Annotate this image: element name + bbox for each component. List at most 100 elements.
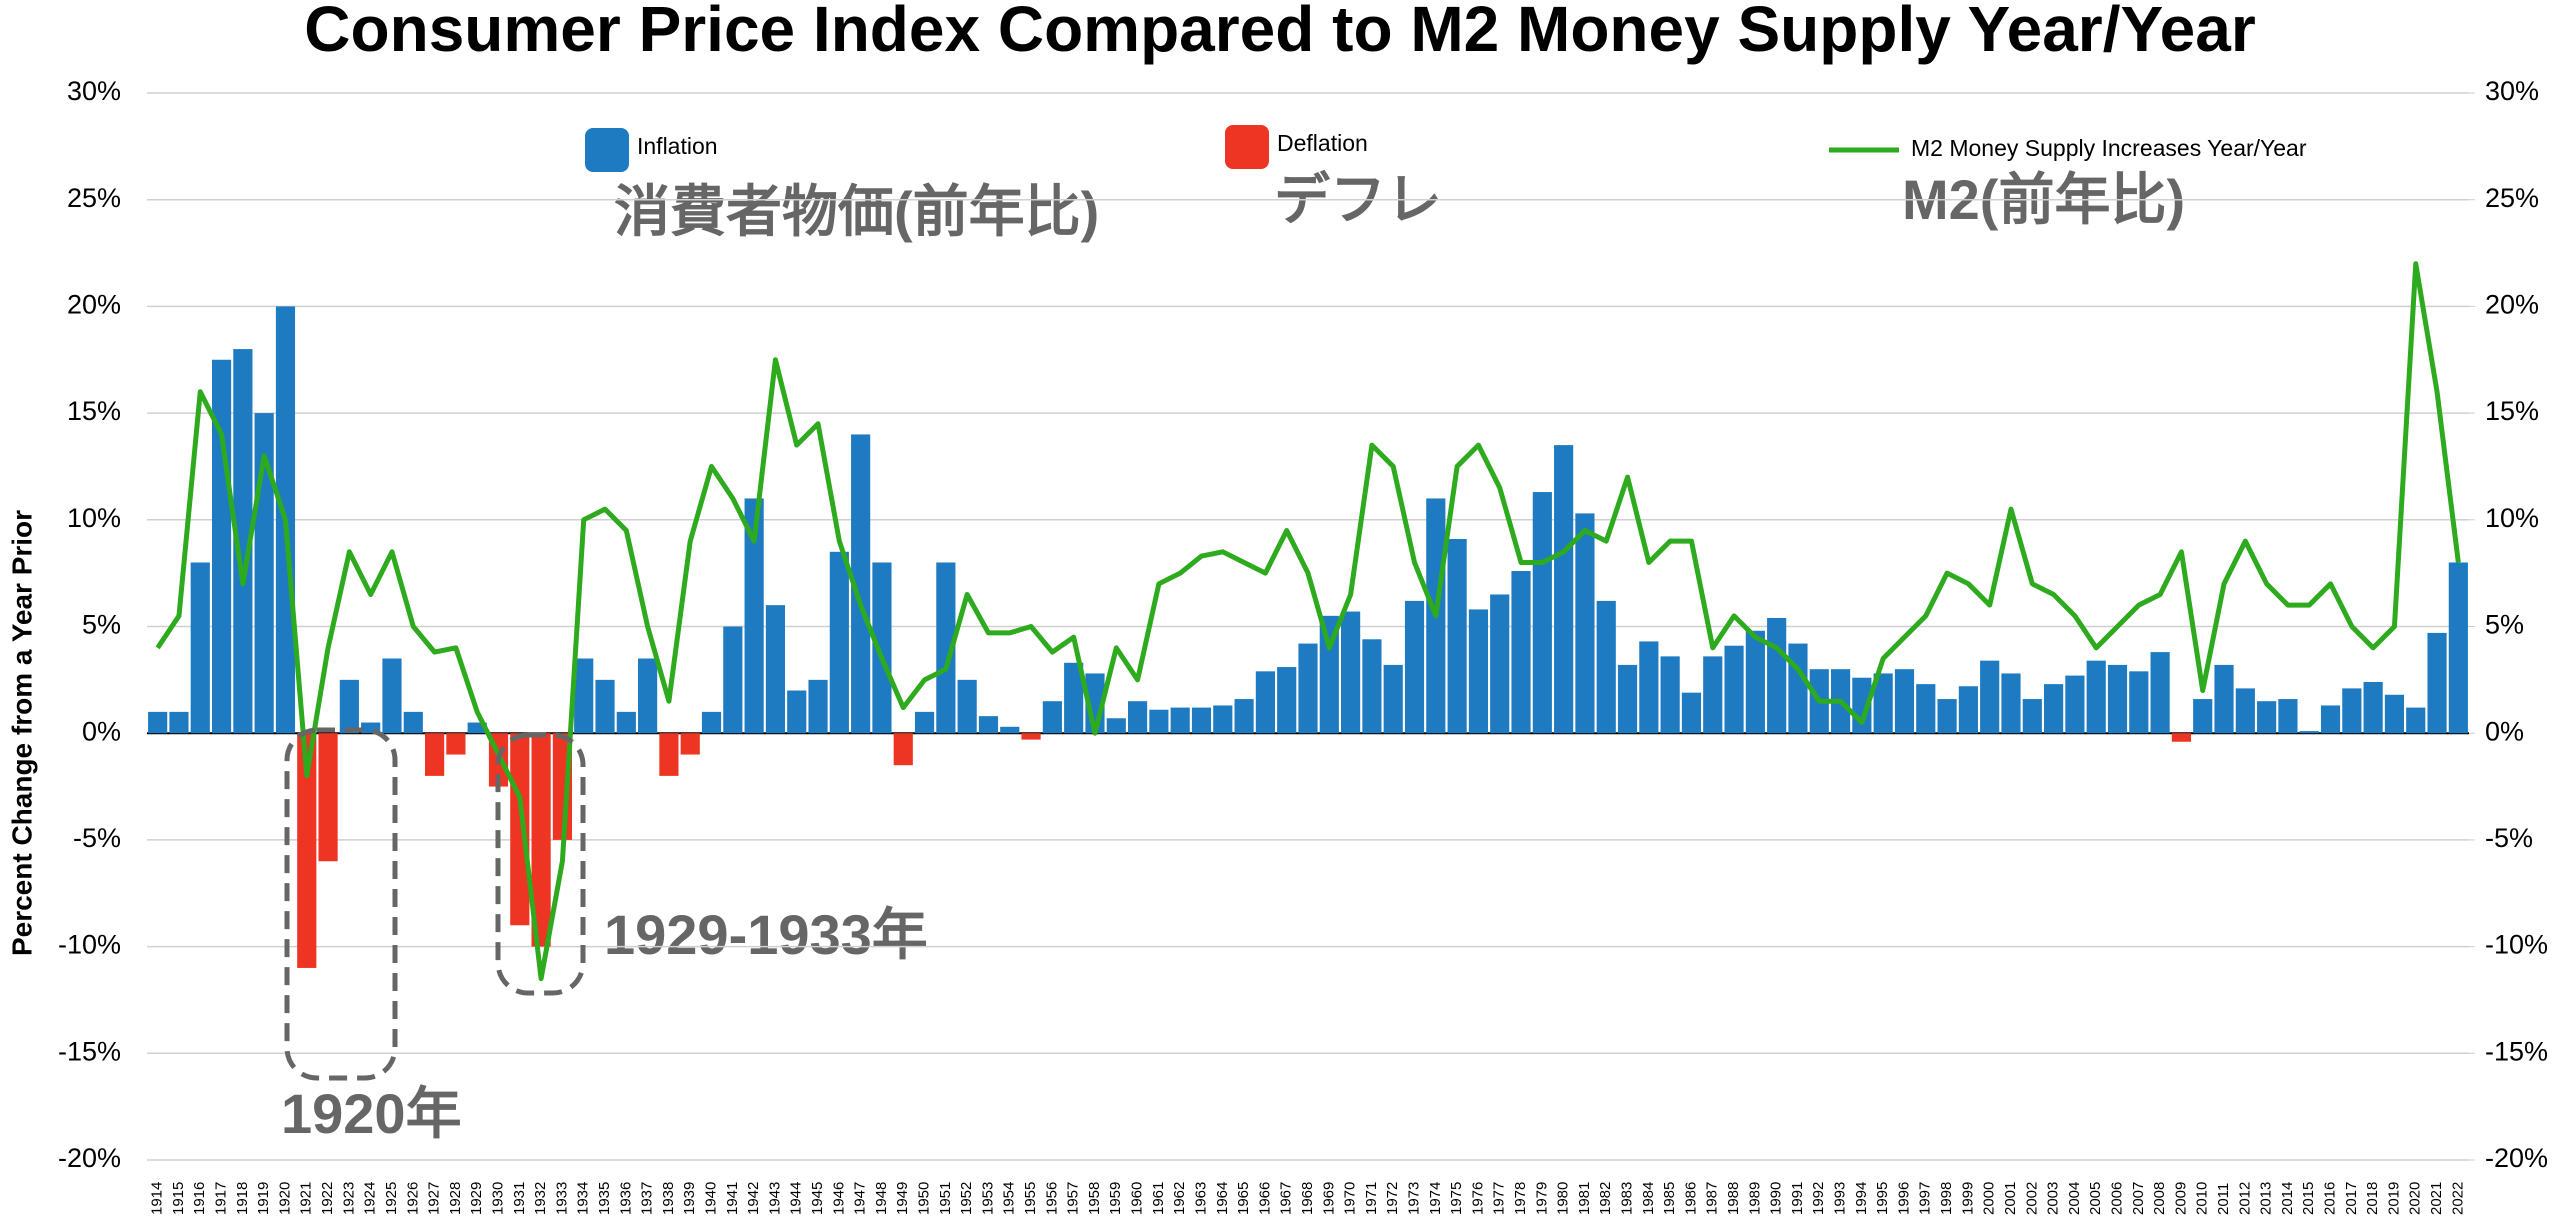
y-tick-label: -15% [58,1036,121,1066]
bar [2150,652,2170,734]
x-tick-label: 2009 [2172,1182,2189,1215]
x-tick-label: 1944 [788,1182,805,1215]
legend-label: Inflation [637,133,718,159]
bar [190,562,210,734]
x-tick-label: 1935 [596,1182,613,1215]
bar [2129,671,2149,734]
bar [1383,664,1403,734]
x-tick-label: 1920 [276,1182,293,1215]
bar [1681,692,1702,734]
y-tick-label: 15% [67,396,121,426]
bar [978,716,999,734]
bar [2299,731,2319,734]
bar [1064,662,1084,734]
bar [595,679,615,734]
bar [638,658,658,734]
legend-swatch [1225,125,1269,169]
bar [1788,643,1808,734]
x-tick-label: 1974 [1427,1182,1444,1215]
x-tick-label: 1914 [149,1182,166,1215]
y-tick-label: -20% [58,1143,121,1173]
x-tick-label: 1915 [170,1182,187,1215]
bar [1554,445,1574,734]
x-tick-label: 1953 [979,1182,996,1215]
x-tick-label: 1951 [937,1182,954,1215]
bar [297,733,317,968]
x-tick-label: 1960 [1129,1182,1146,1215]
x-tick-label: 1963 [1192,1182,1209,1215]
x-tick-label: 1924 [362,1182,379,1215]
bar [2384,694,2405,734]
x-tick-label: 1972 [1384,1182,1401,1215]
bar [2278,699,2298,734]
bar [1000,726,1020,734]
x-tick-label: 1996 [1895,1182,1912,1215]
bar [914,711,935,734]
x-tick-label: 2014 [2279,1182,2296,1215]
x-tick-label: 1990 [1768,1182,1785,1215]
x-tick-label: 1945 [809,1182,826,1215]
bar [2107,664,2128,734]
bar [2022,699,2042,734]
x-tick-label: 1985 [1661,1182,1678,1215]
bar [1149,709,1169,734]
x-tick-label: 1982 [1597,1182,1614,1215]
x-tick-label: 1958 [1086,1182,1103,1215]
x-tick-label: 1984 [1640,1182,1657,1215]
bar [1894,669,1915,734]
bar [1916,684,1936,734]
bar [1724,645,1744,734]
bar [1042,701,1062,734]
bar [936,562,956,734]
bar [425,733,445,776]
y-tick-label: -10% [58,930,121,960]
x-tick-label: 1939 [681,1182,698,1215]
y2-tick-label: 25% [2485,183,2539,213]
x-tick-label: 1997 [1917,1182,1934,1215]
x-tick-label: 2000 [1981,1182,1998,1215]
x-tick-label: 1926 [404,1182,421,1215]
y2-tick-label: 10% [2485,503,2539,533]
bar [1106,718,1126,734]
x-tick-label: 1992 [1810,1182,1827,1215]
x-tick-label: 1919 [255,1182,272,1215]
bar [723,626,743,734]
bar [1213,705,1233,734]
bar [1362,639,1382,734]
y2-tick-label: 15% [2485,396,2539,426]
bar [680,733,700,755]
bar [1170,707,1190,734]
x-tick-label: 1988 [1725,1182,1742,1215]
x-tick-label: 1934 [575,1182,592,1215]
bar [851,434,871,734]
x-tick-label: 1927 [426,1182,443,1215]
highlight-box [495,732,586,996]
x-tick-label: 2010 [2194,1182,2211,1215]
x-tick-label: 2015 [2300,1182,2317,1215]
x-tick-label: 2003 [2045,1182,2062,1215]
y2-tick-label: -15% [2485,1036,2548,1066]
x-tick-label: 1938 [660,1182,677,1215]
y-tick-label: 25% [67,183,121,213]
x-tick-label: 1959 [1107,1182,1124,1215]
y-axis-label: Percent Change from a Year Prior [6,510,37,956]
bar [2320,705,2341,734]
bar [893,733,913,766]
bar [1532,492,1552,734]
bar [1745,630,1765,734]
bar [1277,667,1297,734]
x-tick-label: 1947 [852,1182,869,1215]
bar [233,349,253,734]
bar [2342,688,2362,734]
x-tick-label: 1999 [1959,1182,1976,1215]
x-tick-label: 2007 [2130,1182,2147,1215]
bar [659,733,679,776]
x-tick-label: 2004 [2066,1182,2083,1215]
x-tick-label: 2005 [2087,1182,2104,1215]
bar [2086,660,2106,734]
x-tick-label: 1980 [1555,1182,1572,1215]
x-tick-label: 1931 [511,1182,528,1215]
bar [1703,656,1723,734]
x-tick-label: 1954 [1001,1182,1018,1215]
